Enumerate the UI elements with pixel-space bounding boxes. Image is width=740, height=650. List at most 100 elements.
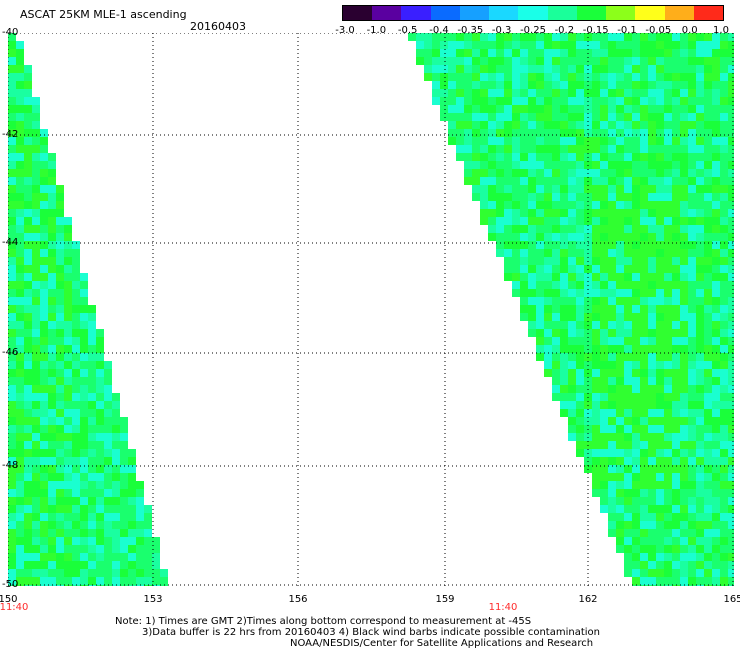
swath-cell (472, 161, 480, 169)
map-title: ASCAT 25KM MLE-1 ascending (20, 8, 187, 21)
swath-cell (728, 441, 734, 449)
swath-cell (720, 577, 728, 585)
swath-cell (120, 489, 128, 497)
swath-cell (704, 57, 712, 65)
swath-cell (632, 241, 640, 249)
swath-cell (24, 161, 32, 169)
swath-cell (8, 81, 16, 89)
swath-cell (48, 153, 56, 161)
swath-cell (712, 73, 720, 81)
swath-cell (80, 489, 88, 497)
swath-cell (728, 201, 734, 209)
swath-cell (504, 241, 512, 249)
swath-cell (704, 281, 712, 289)
swath-cell (616, 185, 624, 193)
swath-cell (536, 329, 544, 337)
swath-cell (616, 305, 624, 313)
swath-cell (104, 433, 112, 441)
swath-cell (24, 241, 32, 249)
swath-cell (560, 273, 568, 281)
swath-cell (72, 289, 80, 297)
swath-cell (720, 441, 728, 449)
swath-cell (552, 49, 560, 57)
swath-cell (16, 289, 24, 297)
swath-cell (576, 337, 584, 345)
swath-cell (8, 289, 16, 297)
swath-cell (672, 521, 680, 529)
swath-cell (720, 537, 728, 545)
swath-cell (424, 73, 432, 81)
swath-cell (688, 305, 696, 313)
swath-cell (712, 465, 720, 473)
swath-cell (64, 393, 72, 401)
swath-cell (496, 153, 504, 161)
swath-cell (24, 481, 32, 489)
swath-cell (56, 417, 64, 425)
swath-cell (720, 385, 728, 393)
swath-cell (656, 449, 664, 457)
swath-cell (656, 369, 664, 377)
swath-cell (688, 545, 696, 553)
swath-cell (656, 81, 664, 89)
swath-cell (664, 497, 672, 505)
swath-cell (568, 193, 576, 201)
swath-cell (696, 41, 704, 49)
swath-cell (696, 233, 704, 241)
swath-cell (16, 457, 24, 465)
swath-cell (632, 81, 640, 89)
swath-cell (680, 465, 688, 473)
swath-cell (48, 313, 56, 321)
swath-cell (720, 49, 728, 57)
swath-cell (536, 273, 544, 281)
swath-cell (40, 193, 48, 201)
swath-cell (704, 65, 712, 73)
swath-cell (120, 433, 128, 441)
swath-cell (560, 329, 568, 337)
swath-cell (552, 161, 560, 169)
swath-cell (128, 449, 136, 457)
swath-cell (48, 561, 56, 569)
swath-cell (696, 105, 704, 113)
swath-cell (504, 81, 512, 89)
swath-cell (704, 577, 712, 585)
swath-cell (8, 577, 16, 585)
swath-cell (696, 193, 704, 201)
swath-cell (456, 89, 464, 97)
swath-cell (544, 169, 552, 177)
swath-cell (600, 505, 608, 513)
swath-cell (728, 497, 734, 505)
swath-cell (712, 65, 720, 73)
swath-cell (32, 457, 40, 465)
swath-cell (616, 121, 624, 129)
swath-cell (640, 73, 648, 81)
swath-cell (8, 73, 16, 81)
swath-cell (24, 73, 32, 81)
swath-cell (8, 385, 16, 393)
swath-cell (576, 385, 584, 393)
swath-cell (464, 137, 472, 145)
swath-cell (520, 89, 528, 97)
swath-cell (104, 457, 112, 465)
swath-cell (536, 201, 544, 209)
swath-cell (672, 385, 680, 393)
swath-cell (520, 201, 528, 209)
swath-cell (536, 41, 544, 49)
swath-cell (88, 321, 96, 329)
swath-cell (632, 305, 640, 313)
swath-cell (680, 569, 688, 577)
swath-cell (56, 513, 64, 521)
swath-cell (80, 521, 88, 529)
swath-cell (488, 33, 496, 41)
swath-cell (464, 177, 472, 185)
swath-cell (712, 353, 720, 361)
swath-cell (64, 521, 72, 529)
swath-cell (56, 497, 64, 505)
swath-cell (560, 129, 568, 137)
longitude-label: 162 (578, 594, 598, 605)
swath-cell (72, 305, 80, 313)
swath-cell (560, 97, 568, 105)
swath-cell (672, 361, 680, 369)
swath-cell (496, 121, 504, 129)
swath-cell (448, 81, 456, 89)
swath-cell (632, 369, 640, 377)
